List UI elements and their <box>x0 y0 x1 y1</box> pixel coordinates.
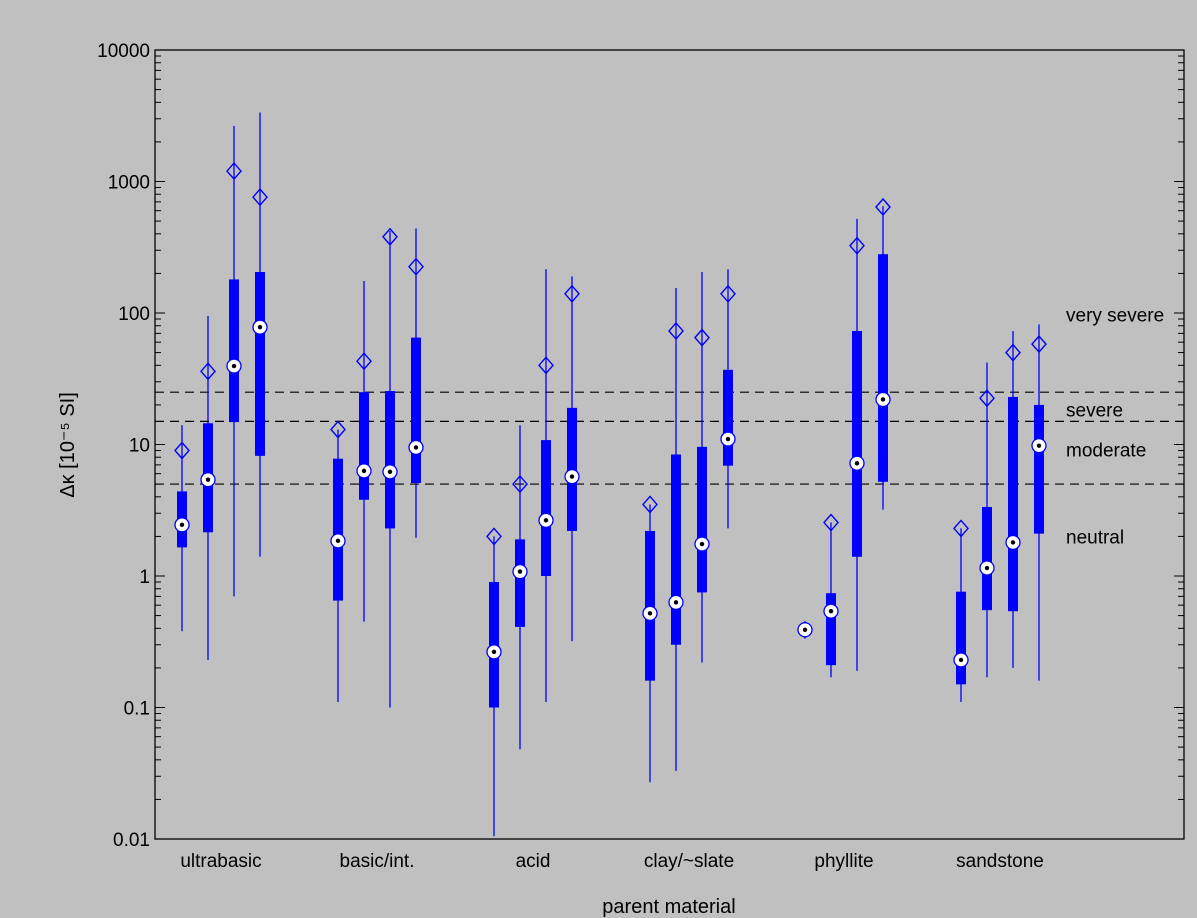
median-dot <box>231 363 237 369</box>
median-dot <box>361 468 367 474</box>
mean-marker <box>538 356 554 375</box>
median-dot <box>828 608 834 614</box>
class-label: very severe <box>1066 306 1164 327</box>
iqr-box <box>982 506 992 611</box>
iqr-box <box>229 279 239 423</box>
y-tick-label: 1000 <box>108 173 150 194</box>
mean-marker <box>642 495 658 514</box>
mean-marker <box>226 162 242 181</box>
category-label: phyllite <box>814 851 873 872</box>
class-label: neutral <box>1066 527 1124 548</box>
mean-marker <box>720 284 736 303</box>
mean-marker <box>1005 343 1021 362</box>
iqr-box <box>1034 404 1044 534</box>
category-label: ultrabasic <box>180 851 261 872</box>
x-axis-title: parent material <box>602 896 735 918</box>
iqr-box <box>852 330 862 557</box>
iqr-box <box>541 440 551 576</box>
mean-marker <box>408 257 424 276</box>
median-dot <box>699 541 705 547</box>
median-dot <box>517 569 523 574</box>
median-dot <box>179 522 185 528</box>
median-dot <box>984 565 990 571</box>
iqr-box <box>671 454 681 645</box>
iqr-box <box>1008 396 1018 612</box>
mean-marker <box>823 513 839 532</box>
tick-marks <box>155 55 1184 840</box>
iqr-box <box>255 272 265 456</box>
iqr-box <box>333 458 343 601</box>
mean-marker <box>200 362 216 381</box>
y-tick-label: 100 <box>118 304 150 325</box>
threshold-lines <box>155 391 1184 485</box>
mean-marker <box>849 236 865 255</box>
category-label: sandstone <box>956 851 1044 872</box>
mean-marker <box>486 527 502 546</box>
category-label: acid <box>516 851 551 872</box>
mean-marker <box>668 321 684 341</box>
mean-marker <box>512 475 528 494</box>
median-dot <box>880 397 886 402</box>
y-tick-label: 10 <box>129 436 150 457</box>
boxes <box>174 112 1047 837</box>
iqr-box <box>359 392 369 500</box>
y-tick-label: 1 <box>139 567 150 588</box>
iqr-box <box>723 369 733 466</box>
median-dot <box>543 518 549 523</box>
class-labels: very severe severe moderate neutral <box>1066 306 1164 549</box>
median-dot <box>802 627 808 632</box>
mean-marker <box>1031 335 1047 354</box>
mean-marker <box>330 420 346 439</box>
mean-marker <box>564 284 580 303</box>
mean-marker <box>174 441 190 460</box>
class-label: moderate <box>1066 440 1146 461</box>
median-dot <box>257 324 263 330</box>
y-axis-title: Δκ [10⁻⁵ SI] <box>57 392 79 498</box>
class-label: severe <box>1066 400 1123 421</box>
y-tick-label: 10000 <box>97 41 150 62</box>
iqr-box <box>411 337 421 483</box>
iqr-box <box>385 391 395 529</box>
category-label: clay/~slate <box>644 851 734 872</box>
median-dot <box>569 474 575 479</box>
iqr-box <box>515 539 525 627</box>
median-dot <box>647 611 653 616</box>
category-labels: ultrabasic basic/int. acid clay/~slate phyll… <box>180 851 1044 872</box>
iqr-box <box>826 593 836 666</box>
y-tick-label: 0.01 <box>113 830 150 851</box>
median-dot <box>205 477 211 482</box>
mean-marker <box>979 389 995 408</box>
median-dot <box>854 461 860 466</box>
median-dot <box>1036 443 1042 448</box>
y-tick-label: 0.1 <box>124 699 150 720</box>
mean-marker <box>356 352 372 371</box>
mean-marker <box>694 328 710 347</box>
mean-marker <box>953 519 969 538</box>
median-dot <box>958 657 964 663</box>
median-dot <box>387 469 393 475</box>
plot-area <box>154 49 1185 840</box>
iqr-box <box>956 591 966 685</box>
mean-marker <box>382 227 398 246</box>
mean-marker <box>875 197 891 217</box>
y-tick-labels: 0.01 0.1 1 10 100 1000 10000 <box>97 41 150 851</box>
iqr-box <box>697 446 707 593</box>
median-dot <box>413 445 419 450</box>
median-dot <box>491 649 497 655</box>
median-dot <box>725 436 731 442</box>
mean-marker <box>252 188 268 207</box>
median-dot <box>335 538 341 544</box>
category-label: basic/int. <box>340 851 415 872</box>
median-dot <box>1010 540 1016 545</box>
median-dot <box>673 600 679 605</box>
iqr-box <box>878 254 888 482</box>
